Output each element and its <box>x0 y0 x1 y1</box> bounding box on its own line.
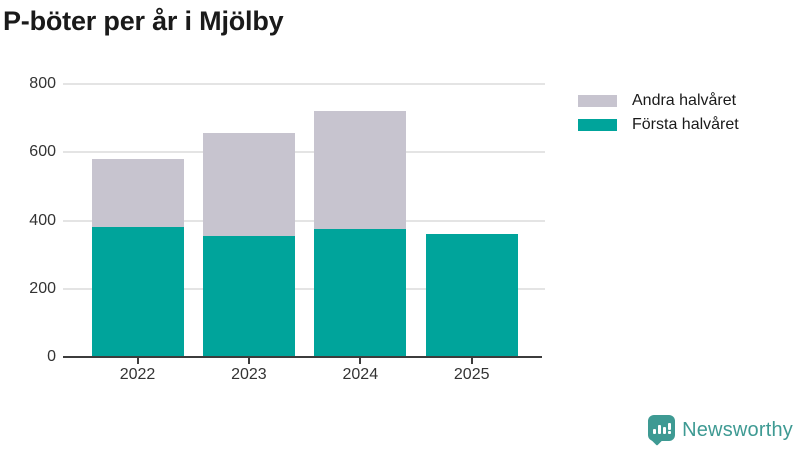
x-tick-2025 <box>470 358 473 364</box>
newsworthy-logo-icon <box>648 415 676 446</box>
chart-title: P-böter per år i Mjölby <box>3 6 284 36</box>
x-tick-label-2024: 2024 <box>342 366 379 383</box>
legend-swatch <box>578 95 617 107</box>
bar-segment-2023-andra-halv-ret <box>202 133 295 236</box>
x-tick-2024 <box>359 358 362 364</box>
x-tick-2023 <box>247 358 250 364</box>
bar-segment-2025-f-rsta-halv-ret <box>425 234 518 357</box>
bar-segment-2024-andra-halv-ret <box>314 111 407 230</box>
speech-bubble-tail <box>651 434 663 446</box>
bar-segment-2022-andra-halv-ret <box>91 159 184 228</box>
gridline-800 <box>63 83 545 85</box>
legend-swatch <box>578 119 617 131</box>
y-tick-label-0: 0 <box>47 348 56 365</box>
y-tick-label-600: 600 <box>29 143 56 161</box>
y-tick-label-200: 200 <box>29 279 56 297</box>
gridline-600 <box>63 151 545 154</box>
x-tick-label-2022: 2022 <box>119 366 156 383</box>
mini-bar-chart-glyph <box>653 423 672 434</box>
gridline-400 <box>63 219 545 222</box>
legend-item-1: Första halvåret <box>578 113 739 137</box>
newsworthy-wordmark: Newsworthy <box>682 418 793 441</box>
bar-segment-2022-f-rsta-halv-ret <box>91 227 184 357</box>
newsworthy-brand-link[interactable]: Newsworthy <box>648 415 793 446</box>
x-tick-2022 <box>136 358 139 364</box>
bar-segment-2023-f-rsta-halv-ret <box>202 235 295 357</box>
x-tick-label-2025: 2025 <box>453 366 490 383</box>
legend-item-0: Andra halvåret <box>578 89 739 113</box>
y-tick-label-400: 400 <box>29 211 56 229</box>
legend-label: Första halvåret <box>632 116 739 133</box>
bar-segment-2024-f-rsta-halv-ret <box>314 229 407 357</box>
y-tick-label-800: 800 <box>29 75 56 92</box>
legend: Andra halvåret Första halvåret <box>578 89 739 137</box>
x-axis-line <box>63 356 542 358</box>
x-tick-label-2023: 2023 <box>231 366 267 383</box>
legend-label: Andra halvåret <box>632 92 737 109</box>
gridline-200 <box>63 287 545 290</box>
